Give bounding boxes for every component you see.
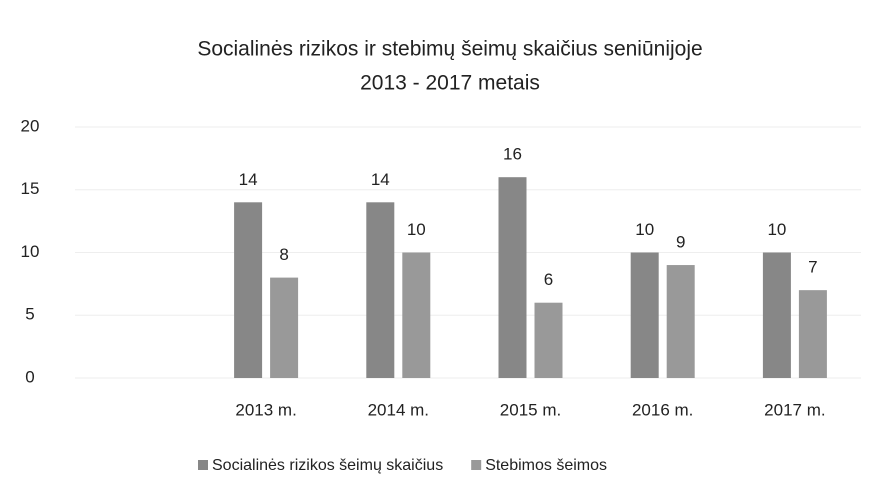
bar bbox=[798, 290, 827, 378]
chart-title: 2013 - 2017 metais bbox=[360, 72, 540, 95]
data-label: 10 bbox=[407, 220, 426, 239]
bar bbox=[666, 265, 695, 378]
x-tick-label: 2016 m. bbox=[632, 400, 693, 419]
data-label: 9 bbox=[676, 233, 685, 252]
y-tick-label: 15 bbox=[21, 179, 40, 198]
bar bbox=[534, 302, 563, 378]
y-tick-label: 10 bbox=[21, 242, 40, 261]
data-label: 6 bbox=[544, 270, 553, 289]
bar bbox=[234, 202, 263, 378]
chart-title: Socialinės rizikos ir stebimų šeimų skai… bbox=[197, 38, 702, 61]
data-label: 10 bbox=[635, 220, 654, 239]
x-tick-label: 2015 m. bbox=[500, 400, 561, 419]
bar bbox=[270, 277, 299, 378]
x-tick-label: 2013 m. bbox=[235, 400, 296, 419]
y-tick-label: 0 bbox=[25, 367, 34, 386]
bar bbox=[498, 177, 527, 378]
legend-swatch bbox=[471, 460, 482, 470]
y-tick-label: 5 bbox=[25, 305, 34, 324]
bar bbox=[402, 252, 431, 378]
data-label: 16 bbox=[503, 145, 522, 164]
legend-label: Socialinės rizikos šeimų skaičius bbox=[212, 457, 443, 474]
y-tick-label: 20 bbox=[21, 116, 40, 135]
legend-label: Stebimos šeimos bbox=[485, 457, 607, 474]
data-label: 14 bbox=[239, 170, 258, 189]
data-label: 7 bbox=[808, 258, 817, 277]
bar bbox=[366, 202, 395, 378]
x-tick-label: 2014 m. bbox=[368, 400, 429, 419]
data-label: 8 bbox=[279, 245, 288, 264]
data-label: 14 bbox=[371, 170, 390, 189]
bar bbox=[762, 252, 791, 378]
x-tick-label: 2017 m. bbox=[764, 400, 825, 419]
legend-swatch bbox=[198, 460, 208, 470]
data-label: 10 bbox=[767, 220, 786, 239]
bar bbox=[630, 252, 659, 378]
